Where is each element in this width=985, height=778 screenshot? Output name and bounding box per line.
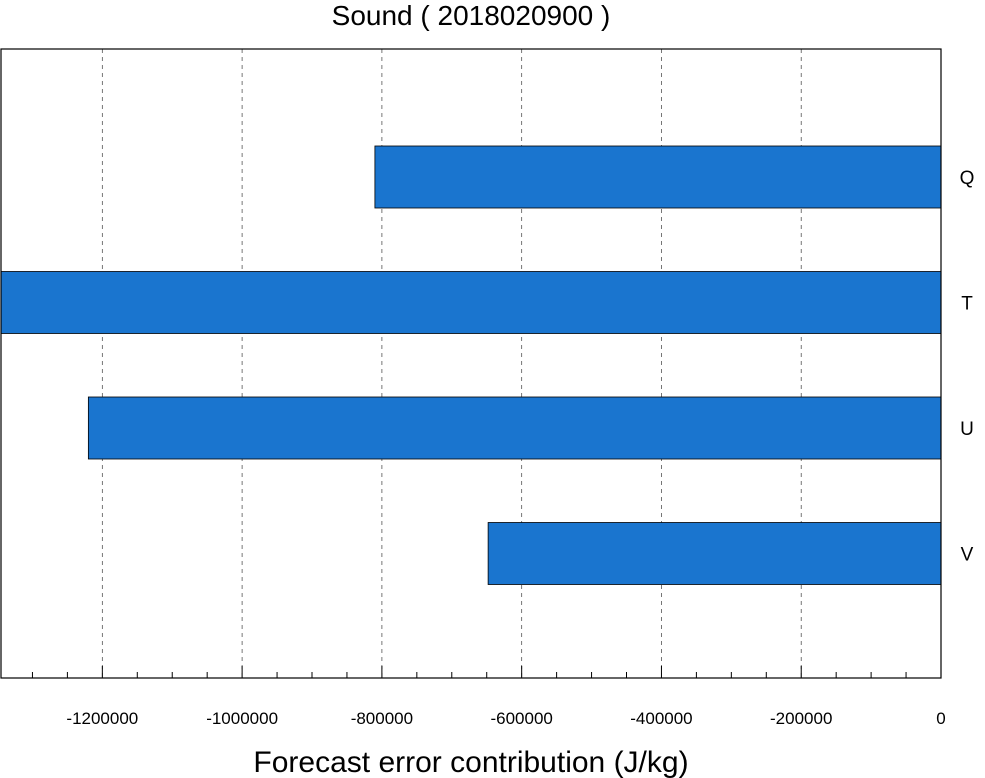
bar-q (374, 145, 942, 209)
x-tick-label: -600000 (490, 709, 552, 728)
x-tick-label: -1200000 (66, 709, 138, 728)
bars (0, 145, 942, 585)
x-tick-label: 0 (936, 709, 945, 728)
x-tick-label: -400000 (630, 709, 692, 728)
plot-frame (0, 48, 942, 679)
category-label: Q (960, 168, 975, 189)
x-tick-label: -800000 (351, 709, 413, 728)
x-tick-label: -1000000 (206, 709, 278, 728)
chart-title: Sound ( 2018020900 ) (332, 0, 611, 31)
category-labels: Q T U V (960, 168, 975, 566)
x-axis-ticks (31, 666, 942, 678)
bar-u (87, 396, 942, 460)
x-axis-tick-labels: -1200000 -1000000 -800000 -600000 -400000 -20… (66, 709, 945, 728)
bar-t (0, 271, 942, 334)
category-label: T (961, 294, 973, 315)
category-label: V (961, 545, 974, 566)
category-label: U (960, 419, 974, 440)
bar-v (487, 522, 942, 585)
x-tick-label: -200000 (770, 709, 832, 728)
x-axis-label: Forecast error contribution (J/kg) (253, 746, 688, 778)
